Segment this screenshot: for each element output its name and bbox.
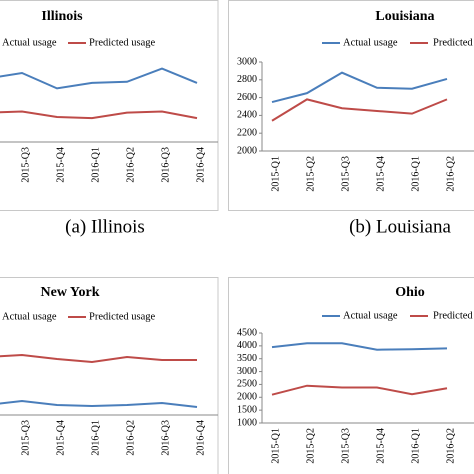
x-tick-label: 2016-Q2 xyxy=(125,147,136,183)
x-tick-label: 2015-Q3 xyxy=(20,420,31,456)
y-tick-label: 1000 xyxy=(237,417,257,428)
x-tick-label: 2015-Q1 xyxy=(270,428,281,464)
series-line xyxy=(0,353,197,364)
legend-label: Predicted usage xyxy=(433,310,474,321)
x-tick-label: 2016-Q2 xyxy=(125,420,136,456)
chart-title: Illinois xyxy=(41,9,83,24)
panel-frame xyxy=(0,0,219,211)
x-tick-label: 2016-Q1 xyxy=(90,147,101,183)
x-tick-label: 2016-Q3 xyxy=(160,147,171,183)
y-tick-label: 4500 xyxy=(237,327,257,338)
series-line xyxy=(0,399,198,408)
x-tick-label: 2016-Q2 xyxy=(445,428,456,464)
caption: (b) Louisiana xyxy=(349,216,451,237)
y-tick-label: 3500 xyxy=(237,353,257,364)
x-tick-label: 2016-Q1 xyxy=(90,420,101,456)
x-tick-label: 2015-Q4 xyxy=(55,420,66,456)
x-tick-label: 2015-Q3 xyxy=(340,156,351,192)
x-tick-label: 2016-Q4 xyxy=(195,147,206,183)
chart-title: Ohio xyxy=(395,285,425,300)
legend-label: Predicted usage xyxy=(433,37,474,48)
x-tick-label: 2015-Q2 xyxy=(305,156,316,192)
x-tick-label: 2015-Q1 xyxy=(270,156,281,192)
legend-label: Predicted usage xyxy=(89,37,156,48)
y-tick-label: 2200 xyxy=(237,127,257,138)
legend-label: Actual usage xyxy=(343,310,398,321)
x-tick-label: 2016-Q1 xyxy=(410,156,421,192)
y-tick-label: 2400 xyxy=(237,110,257,121)
y-tick-label: 4000 xyxy=(237,340,257,351)
y-tick-label: 2600 xyxy=(237,92,257,103)
y-tick-label: 2000 xyxy=(237,145,257,156)
legend-label: Actual usage xyxy=(2,37,57,48)
y-tick-label: 3000 xyxy=(237,366,257,377)
x-tick-label: 2016-Q3 xyxy=(160,420,171,456)
panel-frame xyxy=(0,277,219,474)
x-tick-label: 2016-Q1 xyxy=(410,428,421,464)
x-tick-label: 2015-Q4 xyxy=(375,156,386,192)
series-line xyxy=(0,110,198,120)
x-tick-label: 2015-Q3 xyxy=(340,428,351,464)
y-tick-label: 1500 xyxy=(237,404,257,415)
x-tick-label: 2015-Q4 xyxy=(55,147,66,183)
chart-title: New York xyxy=(41,285,100,300)
y-tick-label: 2500 xyxy=(237,379,257,390)
panel-frame xyxy=(228,0,474,211)
legend-label: Actual usage xyxy=(343,37,398,48)
x-tick-label: 2015-Q3 xyxy=(20,147,31,183)
series-line xyxy=(271,71,448,104)
chart-title: Louisiana xyxy=(375,9,434,24)
x-tick-label: 2016-Q4 xyxy=(195,420,206,456)
x-tick-label: 2015-Q4 xyxy=(375,428,386,464)
series-line xyxy=(0,67,198,90)
legend-label: Actual usage xyxy=(2,311,57,322)
legend-label: Predicted usage xyxy=(89,311,156,322)
series-line xyxy=(271,342,448,351)
x-tick-label: 2016-Q2 xyxy=(445,156,456,192)
series-line xyxy=(271,98,448,122)
x-tick-label: 2015-Q2 xyxy=(305,428,316,464)
panel-frame xyxy=(228,277,474,474)
caption: (a) Illinois xyxy=(65,216,145,237)
series-line xyxy=(271,384,448,396)
y-tick-label: 3000 xyxy=(237,56,257,67)
y-tick-label: 2800 xyxy=(237,74,257,85)
y-tick-label: 2000 xyxy=(237,392,257,403)
